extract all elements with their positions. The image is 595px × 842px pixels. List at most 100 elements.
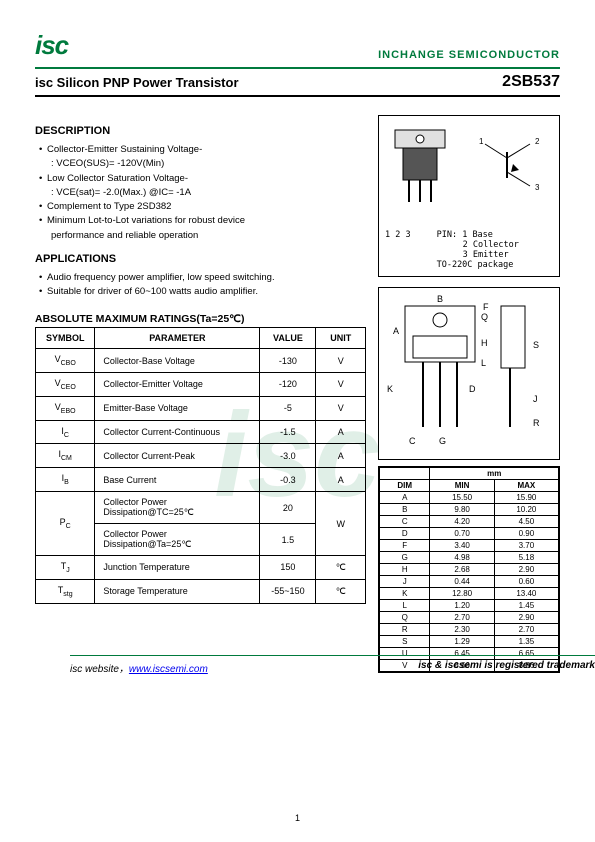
company-name: INCHANGE SEMICONDUCTOR — [378, 49, 560, 61]
dim-max: 2.90 — [494, 612, 558, 624]
rating-unit: V — [316, 396, 366, 420]
rating-unit: A — [316, 468, 366, 492]
rating-unit: ℃ — [316, 556, 366, 580]
left-column: DESCRIPTION Collector-Emitter Sustaining… — [35, 115, 366, 673]
description-list: Collector-Emitter Sustaining Voltage- : … — [35, 143, 366, 243]
rating-param: Collector-Base Voltage — [95, 349, 260, 373]
rating-param: Collector Current-Continuous — [95, 420, 260, 444]
dim-max: 0.90 — [494, 528, 558, 540]
col-symbol: SYMBOL — [36, 328, 95, 349]
rating-symbol: PC — [36, 492, 95, 556]
dim-min: 4.20 — [430, 516, 494, 528]
rating-param: Collector Power Dissipation@TC=25℃ — [95, 492, 260, 524]
dim-key: B — [380, 504, 430, 516]
dim-min: 1.20 — [430, 600, 494, 612]
svg-text:R: R — [533, 418, 540, 428]
svg-text:C: C — [409, 436, 416, 446]
dim-max: 2.90 — [494, 564, 558, 576]
dim-max: 3.70 — [494, 540, 558, 552]
rating-value: -3.0 — [260, 444, 316, 468]
dim-max: 10.20 — [494, 504, 558, 516]
dim-min: 9.80 — [430, 504, 494, 516]
svg-text:S: S — [533, 340, 539, 350]
rating-value: -130 — [260, 349, 316, 373]
dim-key: S — [380, 636, 430, 648]
logo: isc — [35, 30, 68, 61]
svg-text:1: 1 — [479, 137, 484, 146]
rating-param: Base Current — [95, 468, 260, 492]
pin-numbers: 1 2 3 — [385, 230, 411, 270]
dim-key: L — [380, 600, 430, 612]
rating-symbol: VCBO — [36, 349, 95, 373]
dimensions-table: mm DIM MIN MAX A15.5015.90 B9.8010.20 C4.2… — [379, 467, 559, 672]
header-rule — [35, 67, 560, 69]
dim-key: C — [380, 516, 430, 528]
rating-param: Collector Current-Peak — [95, 444, 260, 468]
dim-max: 0.60 — [494, 576, 558, 588]
dim-max: 4.50 — [494, 516, 558, 528]
desc-item: Complement to Type 2SD382 — [39, 200, 366, 214]
rating-symbol: IC — [36, 420, 95, 444]
package-drawing: B F A K C G D Q H L S J R — [378, 287, 560, 460]
rating-value: -5 — [260, 396, 316, 420]
website-link[interactable]: www.iscsemi.com — [129, 664, 208, 675]
svg-text:2: 2 — [535, 137, 540, 146]
rating-value: -0.3 — [260, 468, 316, 492]
rating-param: Emitter-Base Voltage — [95, 396, 260, 420]
desc-item: Low Collector Saturation Voltage- — [39, 172, 366, 186]
dim-key: Q — [380, 612, 430, 624]
dim-min: 15.50 — [430, 492, 494, 504]
rating-value: 20 — [260, 492, 316, 524]
col-unit: UNIT — [316, 328, 366, 349]
description-heading: DESCRIPTION — [35, 125, 366, 137]
dim-min: 2.68 — [430, 564, 494, 576]
rating-unit: A — [316, 444, 366, 468]
rating-param: Collector Power Dissipation@Ta=25℃ — [95, 524, 260, 556]
rating-value: 1.5 — [260, 524, 316, 556]
app-item: Audio frequency power amplifier, low spe… — [39, 271, 366, 285]
ratings-heading: ABSOLUTE MAXIMUM RATINGS(Ta=25℃) — [35, 313, 366, 325]
rating-value: -120 — [260, 373, 316, 397]
title-row: isc Silicon PNP Power Transistor 2SB537 — [35, 73, 560, 97]
rating-value: -55~150 — [260, 579, 316, 603]
svg-text:L: L — [481, 358, 486, 368]
dim-key: H — [380, 564, 430, 576]
dim-col-dim: DIM — [380, 480, 430, 492]
dim-max: 13.40 — [494, 588, 558, 600]
svg-text:F: F — [483, 302, 489, 312]
dim-col-min: MIN — [430, 480, 494, 492]
dim-col-max: MAX — [494, 480, 558, 492]
svg-text:G: G — [439, 436, 446, 446]
rating-param: Junction Temperature — [95, 556, 260, 580]
dimensions-table-box: mm DIM MIN MAX A15.5015.90 B9.8010.20 C4.2… — [378, 466, 560, 673]
dim-min: 1.29 — [430, 636, 494, 648]
dim-key: A — [380, 492, 430, 504]
applications-list: Audio frequency power amplifier, low spe… — [35, 271, 366, 300]
rating-symbol: TJ — [36, 556, 95, 580]
app-item: Suitable for driver of 60~100 watts audi… — [39, 285, 366, 299]
footer-right: isc & iscsemi is registered trademark — [418, 660, 595, 675]
right-column: 1 2 3 1 2 3 PIN: 1 Base 2 Collector 3 Em… — [378, 115, 560, 673]
dim-max: 15.90 — [494, 492, 558, 504]
svg-text:K: K — [387, 384, 393, 394]
dim-min: 3.40 — [430, 540, 494, 552]
rating-unit: W — [316, 492, 366, 556]
rating-symbol: VCEO — [36, 373, 95, 397]
rating-unit: V — [316, 349, 366, 373]
ratings-table: SYMBOL PARAMETER VALUE UNIT VCBOCollecto… — [35, 327, 366, 603]
doc-title: isc Silicon PNP Power Transistor — [35, 75, 239, 90]
rating-unit: A — [316, 420, 366, 444]
col-value: VALUE — [260, 328, 316, 349]
rating-value: 150 — [260, 556, 316, 580]
dim-key: J — [380, 576, 430, 588]
dim-min: 4.98 — [430, 552, 494, 564]
dim-mm-head: mm — [430, 468, 559, 480]
dim-min: 2.30 — [430, 624, 494, 636]
desc-item: : VCEO(SUS)= -120V(Min) — [39, 157, 366, 171]
svg-text:H: H — [481, 338, 488, 348]
footer-prefix: isc website， — [70, 664, 129, 675]
svg-text:3: 3 — [535, 183, 540, 192]
desc-item: performance and reliable operation — [39, 229, 366, 243]
pin3: 3 Emitter — [437, 250, 519, 260]
desc-item: Collector-Emitter Sustaining Voltage- — [39, 143, 366, 157]
